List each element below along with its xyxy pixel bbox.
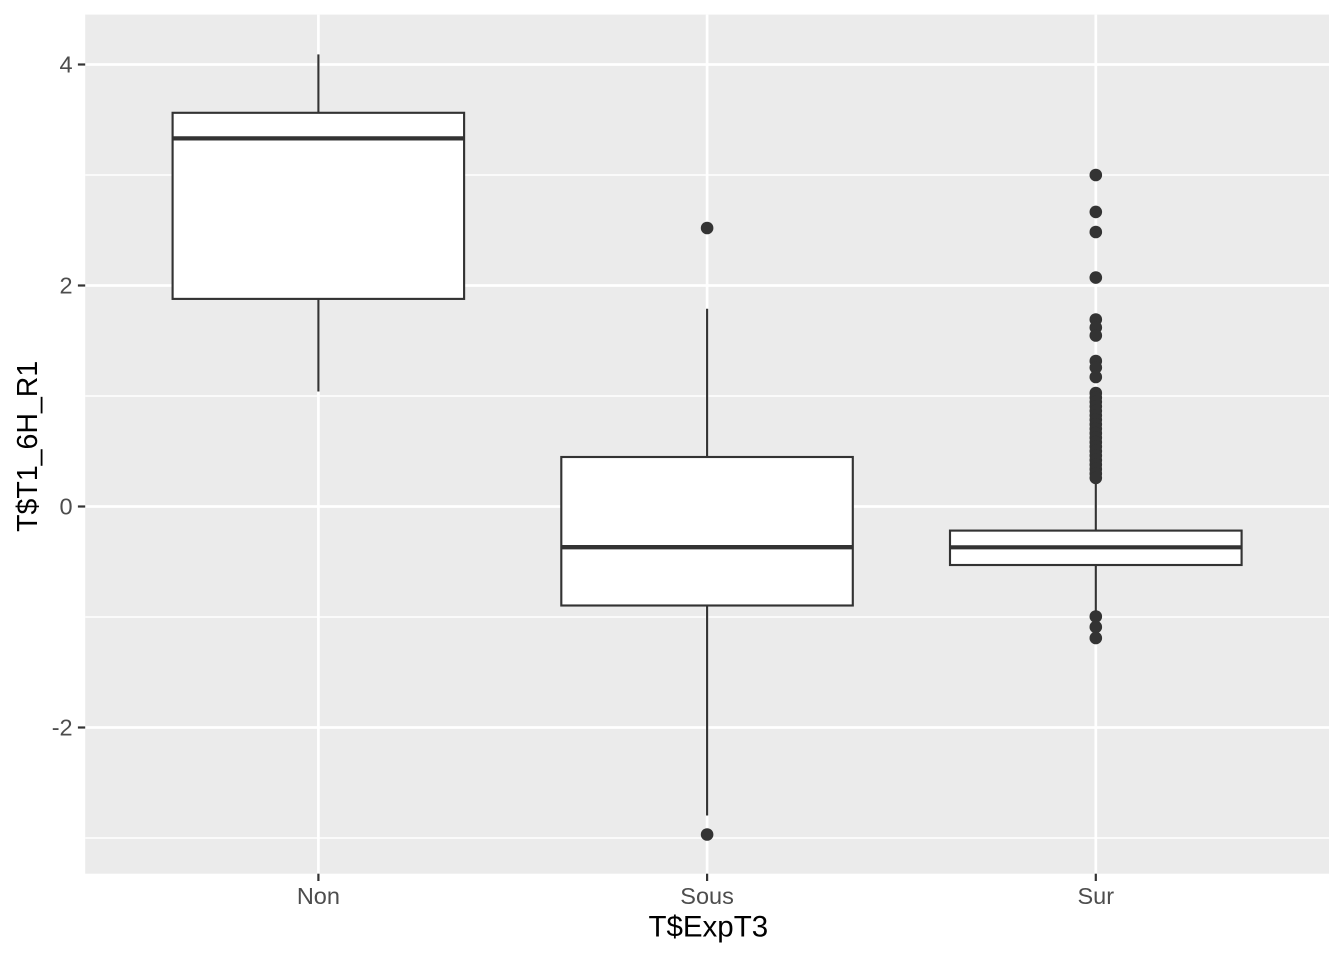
svg-text:T$T1_6H_R1: T$T1_6H_R1 [12,361,44,532]
svg-text:Sous: Sous [680,883,734,909]
svg-text:-2: -2 [52,715,73,741]
svg-text:T$ExpT3: T$ExpT3 [648,911,768,944]
svg-text:2: 2 [60,273,73,299]
svg-text:4: 4 [60,52,73,78]
svg-text:Sur: Sur [1078,883,1115,909]
svg-text:0: 0 [60,494,73,520]
svg-text:Non: Non [297,883,340,909]
